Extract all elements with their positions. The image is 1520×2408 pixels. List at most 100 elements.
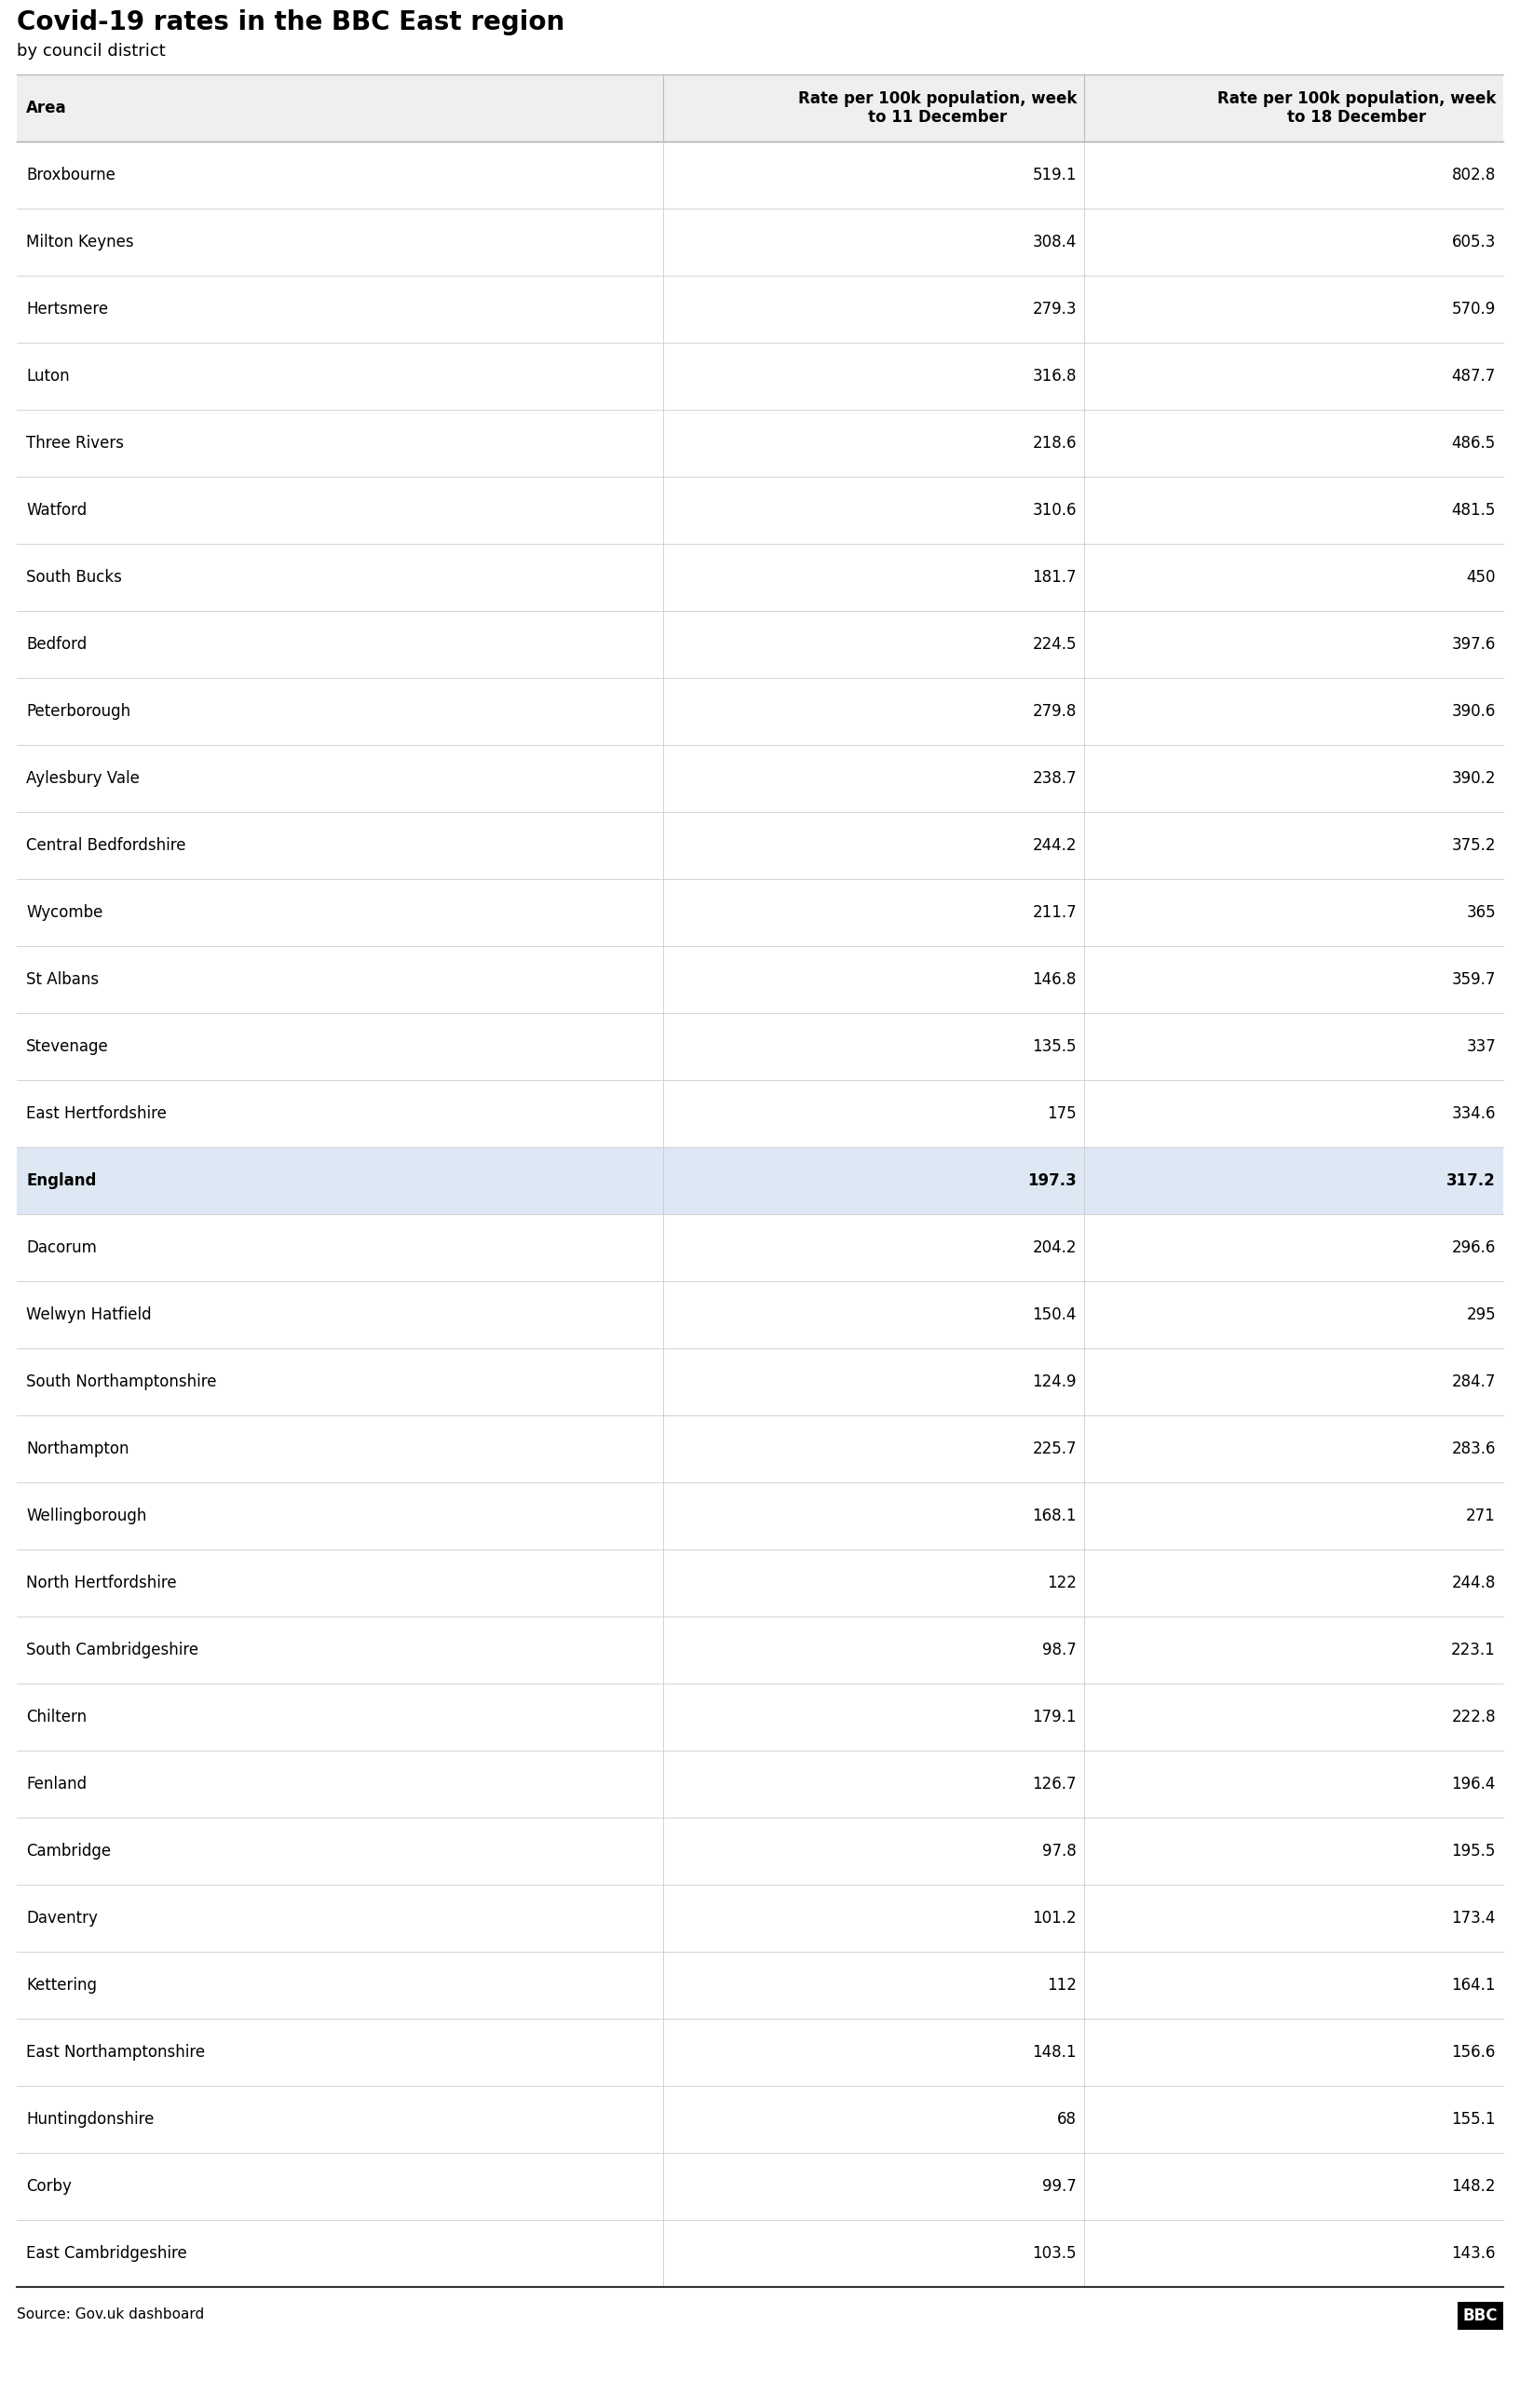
Bar (17, 1818, 1503, 1885)
Text: Source: Gov.uk dashboard: Source: Gov.uk dashboard (17, 2307, 204, 2321)
Text: 164.1: 164.1 (1452, 1977, 1496, 1994)
Text: 271: 271 (1467, 1507, 1496, 1524)
Text: 175: 175 (1047, 1105, 1076, 1122)
Text: 173.4: 173.4 (1452, 1910, 1496, 1926)
Text: Central Bedfordshire: Central Bedfordshire (26, 838, 185, 855)
Text: Wycombe: Wycombe (26, 903, 103, 920)
Text: Huntingdonshire: Huntingdonshire (26, 2112, 154, 2129)
Text: 223.1: 223.1 (1452, 1642, 1496, 1659)
Text: 112: 112 (1047, 1977, 1076, 1994)
Text: England: England (26, 1173, 96, 1190)
Text: 244.8: 244.8 (1452, 1575, 1496, 1592)
Text: Dacorum: Dacorum (26, 1240, 97, 1257)
Text: 222.8: 222.8 (1452, 1710, 1496, 1727)
Text: 168.1: 168.1 (1032, 1507, 1076, 1524)
Text: 390.2: 390.2 (1452, 771, 1496, 787)
Bar (17, 612, 1503, 679)
Bar (17, 1953, 1503, 2018)
Text: 397.6: 397.6 (1452, 636, 1496, 653)
Text: 148.2: 148.2 (1452, 2177, 1496, 2194)
Text: 197.3: 197.3 (1028, 1173, 1076, 1190)
Text: East Hertfordshire: East Hertfordshire (26, 1105, 167, 1122)
Text: 135.5: 135.5 (1032, 1038, 1076, 1055)
Text: North Hertfordshire: North Hertfordshire (26, 1575, 176, 1592)
Bar (17, 2153, 1503, 2220)
Text: 124.9: 124.9 (1032, 1373, 1076, 1389)
Text: 99.7: 99.7 (1043, 2177, 1076, 2194)
Text: 238.7: 238.7 (1032, 771, 1076, 787)
Text: BBC: BBC (1462, 2307, 1497, 2324)
Text: 218.6: 218.6 (1032, 436, 1076, 453)
Bar (17, 342, 1503, 409)
Bar (17, 1281, 1503, 1348)
Text: Milton Keynes: Milton Keynes (26, 234, 134, 250)
Bar (17, 1885, 1503, 1953)
Bar (17, 1348, 1503, 1416)
Text: 181.7: 181.7 (1032, 568, 1076, 585)
Text: Three Rivers: Three Rivers (26, 436, 123, 453)
Text: 279.8: 279.8 (1032, 703, 1076, 720)
Text: 375.2: 375.2 (1452, 838, 1496, 855)
Text: Rate per 100k population, week
to 11 December: Rate per 100k population, week to 11 Dec… (798, 89, 1076, 125)
Bar (17, 1483, 1503, 1548)
Text: Wellingborough: Wellingborough (26, 1507, 146, 1524)
Text: Corby: Corby (26, 2177, 71, 2194)
Text: Covid-19 rates in the BBC East region: Covid-19 rates in the BBC East region (17, 10, 564, 36)
Text: Bedford: Bedford (26, 636, 87, 653)
Text: 179.1: 179.1 (1032, 1710, 1076, 1727)
Text: Aylesbury Vale: Aylesbury Vale (26, 771, 140, 787)
Bar (17, 2220, 1503, 2288)
Text: 283.6: 283.6 (1452, 1440, 1496, 1457)
Text: 155.1: 155.1 (1452, 2112, 1496, 2129)
Text: 156.6: 156.6 (1452, 2044, 1496, 2061)
Text: Kettering: Kettering (26, 1977, 97, 1994)
Text: 97.8: 97.8 (1043, 1842, 1076, 1859)
Text: Rate per 100k population, week
to 18 December: Rate per 100k population, week to 18 Dec… (1218, 89, 1496, 125)
Bar (17, 2085, 1503, 2153)
Text: Stevenage: Stevenage (26, 1038, 109, 1055)
Bar (17, 811, 1503, 879)
Bar (17, 1751, 1503, 1818)
Bar (17, 1683, 1503, 1751)
Text: 316.8: 316.8 (1032, 368, 1076, 385)
Text: 365: 365 (1467, 903, 1496, 920)
Text: 225.7: 225.7 (1032, 1440, 1076, 1457)
Text: 122: 122 (1047, 1575, 1076, 1592)
Text: 195.5: 195.5 (1452, 1842, 1496, 1859)
Text: Broxbourne: Broxbourne (26, 166, 116, 183)
Text: Daventry: Daventry (26, 1910, 97, 1926)
Text: 103.5: 103.5 (1032, 2244, 1076, 2261)
Text: Hertsmere: Hertsmere (26, 301, 108, 318)
Text: Area: Area (26, 99, 67, 116)
Bar (17, 744, 1503, 811)
Text: 98.7: 98.7 (1043, 1642, 1076, 1659)
Text: 284.7: 284.7 (1452, 1373, 1496, 1389)
Text: 211.7: 211.7 (1032, 903, 1076, 920)
Text: 308.4: 308.4 (1032, 234, 1076, 250)
Bar (17, 879, 1503, 946)
Text: Luton: Luton (26, 368, 70, 385)
Text: 146.8: 146.8 (1032, 970, 1076, 987)
Text: South Northamptonshire: South Northamptonshire (26, 1373, 216, 1389)
Text: St Albans: St Albans (26, 970, 99, 987)
Text: 101.2: 101.2 (1032, 1910, 1076, 1926)
Bar (17, 679, 1503, 744)
Text: 337: 337 (1467, 1038, 1496, 1055)
Text: 126.7: 126.7 (1032, 1775, 1076, 1792)
Text: 450: 450 (1467, 568, 1496, 585)
Text: 296.6: 296.6 (1452, 1240, 1496, 1257)
Bar (17, 1616, 1503, 1683)
Text: Watford: Watford (26, 501, 87, 518)
Text: 148.1: 148.1 (1032, 2044, 1076, 2061)
Text: 487.7: 487.7 (1452, 368, 1496, 385)
Bar (17, 477, 1503, 544)
Bar (17, 1214, 1503, 1281)
Text: 519.1: 519.1 (1032, 166, 1076, 183)
Text: Cambridge: Cambridge (26, 1842, 111, 1859)
Text: Fenland: Fenland (26, 1775, 87, 1792)
Bar (17, 409, 1503, 477)
Text: 68: 68 (1056, 2112, 1076, 2129)
Bar (17, 1081, 1503, 1146)
Bar (17, 946, 1503, 1014)
Text: 310.6: 310.6 (1032, 501, 1076, 518)
